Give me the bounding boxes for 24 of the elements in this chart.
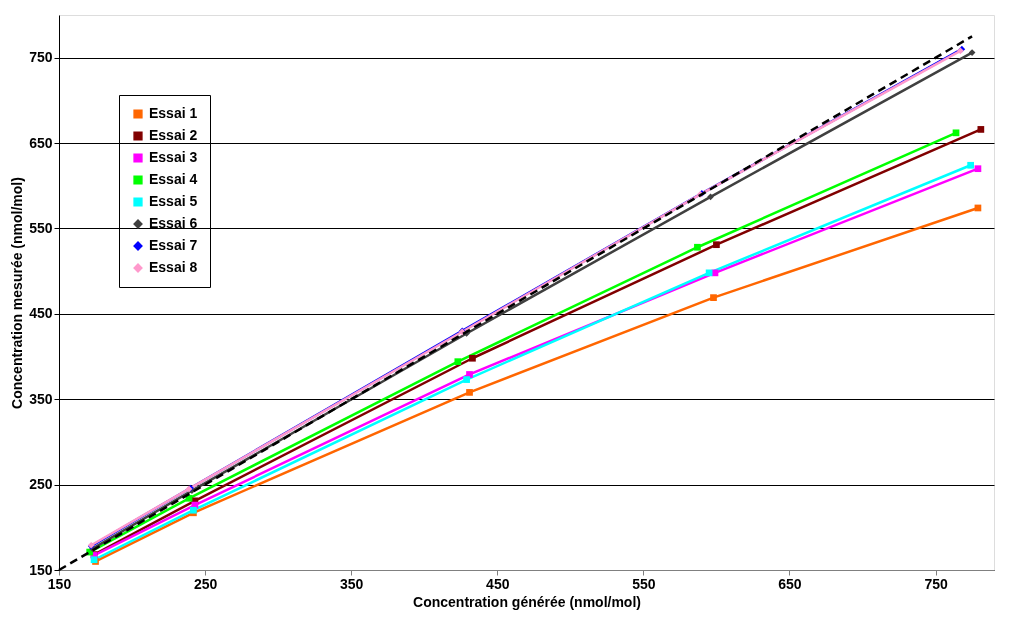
x-tick-label: 650	[778, 575, 802, 592]
legend-label: Essai 5	[149, 193, 198, 209]
x-tick-label: 750	[924, 575, 948, 592]
x-tick-label: 150	[47, 575, 72, 592]
legend-label: Essai 2	[149, 127, 198, 143]
x-tick-label: 350	[340, 575, 364, 592]
y-tick-label: 450	[29, 305, 53, 322]
y-tick-label: 350	[29, 390, 53, 407]
y-tick-label: 650	[29, 134, 53, 151]
x-tick-label: 450	[486, 575, 510, 592]
y-tick-label: 250	[29, 476, 53, 493]
legend-label: Essai 8	[149, 259, 198, 275]
legend-label: Essai 6	[149, 215, 198, 231]
legend-label: Essai 3	[149, 149, 198, 165]
y-axis-title: Concentration mesurée (nmol/mol)	[9, 177, 26, 409]
x-axis-title: Concentration générée (nmol/mol)	[413, 593, 641, 610]
legend-label: Essai 1	[149, 105, 198, 121]
x-tick-label: 550	[632, 575, 656, 592]
legend-label: Essai 4	[149, 171, 198, 187]
y-tick-label: 550	[29, 219, 53, 236]
y-tick-label: 750	[29, 49, 53, 66]
y-tick-label: 150	[29, 561, 53, 578]
legend-label: Essai 7	[149, 237, 198, 253]
x-tick-label: 250	[193, 575, 218, 592]
